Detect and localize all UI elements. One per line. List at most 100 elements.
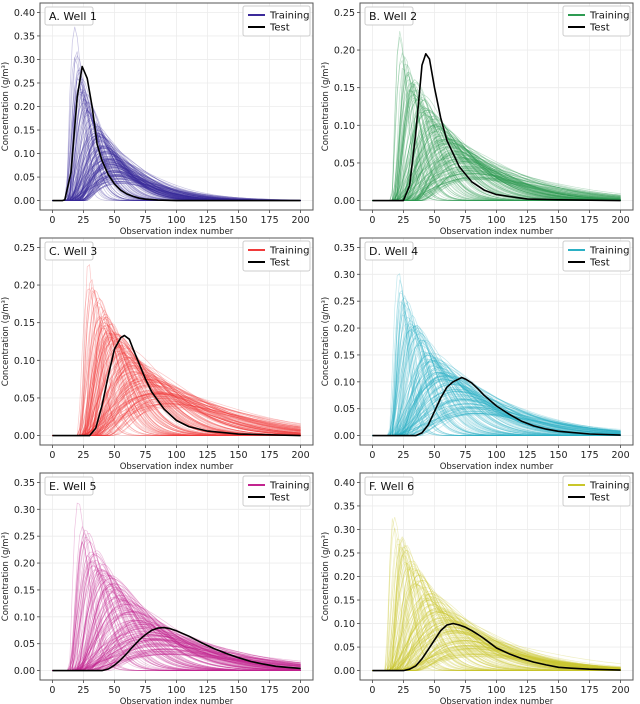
training-curve <box>52 569 301 671</box>
training-curve <box>52 650 301 671</box>
training-curve <box>372 153 621 201</box>
training-curve <box>372 610 621 671</box>
subplot-2: 0 25 50 75 100 125 150 175 200 0.00 0.05 0.10 0.15 0.… <box>321 2 634 237</box>
training-curve <box>52 395 301 436</box>
training-curve <box>372 364 621 436</box>
training-curve <box>52 316 301 436</box>
x-tick-label: 200 <box>612 215 630 226</box>
training-curve <box>372 151 621 201</box>
x-tick-label: 150 <box>549 685 567 696</box>
training-curve <box>372 156 621 201</box>
training-curve <box>372 403 621 436</box>
training-curve <box>52 181 301 201</box>
training-curve <box>372 390 621 436</box>
training-curve <box>372 389 621 436</box>
training-curve <box>372 649 621 671</box>
training-curve <box>52 588 301 671</box>
training-curve <box>372 310 621 436</box>
training-curve <box>372 372 621 436</box>
training-curve <box>52 529 301 671</box>
training-curve <box>52 641 301 671</box>
training-curve <box>372 537 621 671</box>
training-curve <box>372 316 621 436</box>
training-curve <box>52 166 301 201</box>
training-curve <box>372 582 621 671</box>
x-tick-label: 100 <box>487 215 505 226</box>
training-curve <box>372 549 621 671</box>
x-tick-label: 50 <box>108 215 120 226</box>
training-curve <box>52 290 301 436</box>
training-curve <box>372 157 621 201</box>
x-tick-label: 150 <box>229 450 247 461</box>
training-curve <box>52 396 301 436</box>
training-curve <box>52 619 301 671</box>
training-curve <box>372 653 621 671</box>
training-curve <box>52 599 301 671</box>
axes-frame <box>39 237 314 446</box>
training-curve <box>372 392 621 436</box>
training-curve <box>52 620 301 671</box>
y-tick-label: 0.10 <box>14 612 35 623</box>
training-curve <box>52 596 301 671</box>
y-tick-label: 0.10 <box>334 619 355 630</box>
training-curve <box>52 650 301 671</box>
training-curve <box>372 587 621 671</box>
training-curve <box>372 170 621 201</box>
training-curve <box>372 375 621 436</box>
y-axis-label: Concentration (g/m³) <box>321 62 331 151</box>
panel-label-box <box>364 6 414 26</box>
panel-label-box <box>364 241 414 261</box>
training-curve <box>52 502 301 671</box>
training-curve <box>52 357 301 436</box>
training-curve <box>372 139 621 201</box>
training-curve <box>52 634 301 671</box>
training-curve <box>372 148 621 201</box>
y-axis-label: Concentration (g/m³) <box>1 532 11 621</box>
training-curve <box>372 166 621 201</box>
training-curve <box>372 572 621 671</box>
training-curve <box>372 599 621 671</box>
training-curve <box>372 626 621 671</box>
training-curve <box>52 390 301 436</box>
training-curve <box>372 356 621 436</box>
training-curve <box>372 410 621 436</box>
x-tick-label: 125 <box>198 450 216 461</box>
training-curve <box>52 337 301 436</box>
training-curve <box>52 635 301 671</box>
training-curve <box>52 333 301 436</box>
training-curve <box>372 329 621 436</box>
x-tick-label: 50 <box>108 450 120 461</box>
training-curve <box>372 315 621 436</box>
training-curve <box>372 167 621 201</box>
training-curve <box>52 553 301 671</box>
training-curve <box>52 393 301 436</box>
training-curve <box>52 177 301 201</box>
training-curve <box>52 402 301 436</box>
training-curve <box>52 582 301 671</box>
training-curve <box>52 568 301 671</box>
y-tick-label: 0.35 <box>14 478 35 489</box>
x-tick-label: 175 <box>580 215 598 226</box>
training-curve <box>52 613 301 671</box>
training-curve <box>52 333 301 436</box>
training-curve <box>372 538 621 671</box>
training-curve <box>372 384 621 436</box>
x-tick-label: 50 <box>428 450 440 461</box>
training-curve <box>372 170 621 201</box>
y-tick-label: 0.40 <box>14 8 35 19</box>
training-curve <box>52 596 301 671</box>
training-curve <box>372 636 621 671</box>
panel-label-box <box>44 241 94 261</box>
training-curve <box>372 655 621 671</box>
y-tick-label: 0.10 <box>14 356 35 367</box>
training-curve <box>52 316 301 436</box>
training-curve <box>52 561 301 671</box>
training-curve <box>372 170 621 201</box>
training-curve <box>372 527 621 671</box>
training-curve <box>372 168 621 201</box>
training-curve <box>372 371 621 436</box>
training-curve <box>372 360 621 436</box>
training-curve <box>372 413 621 436</box>
training-curve <box>372 156 621 201</box>
training-curve <box>52 590 301 671</box>
